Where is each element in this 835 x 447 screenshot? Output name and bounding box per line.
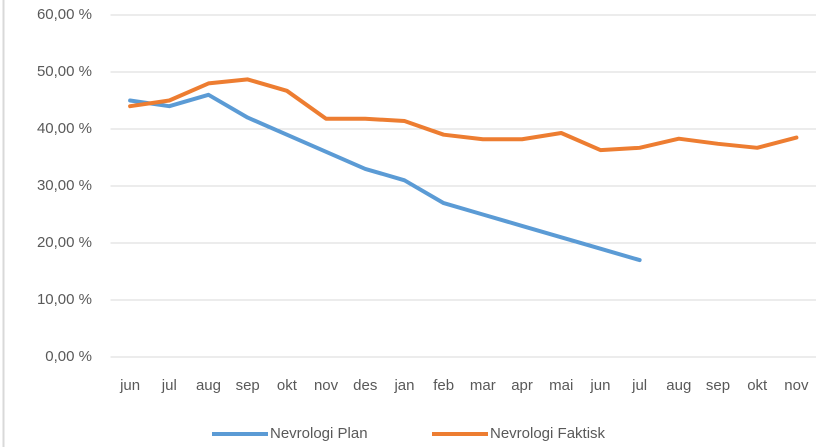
x-tick-label: jan (393, 377, 414, 394)
x-tick-label: nov (784, 377, 809, 394)
x-tick-label: jul (161, 377, 177, 394)
x-tick-label: aug (666, 377, 691, 394)
series-line (128, 92, 642, 263)
x-tick-label: sep (236, 377, 260, 394)
x-tick-label: nov (314, 377, 339, 394)
x-tick-label: des (353, 377, 377, 394)
x-tick-label: okt (747, 377, 768, 394)
y-tick-label: 10,00 % (37, 291, 92, 308)
y-tick-label: 20,00 % (37, 234, 92, 251)
x-tick-label: jul (631, 377, 647, 394)
y-tick-label: 30,00 % (37, 177, 92, 194)
x-tick-label: mai (549, 377, 573, 394)
y-tick-label: 50,00 % (37, 63, 92, 80)
x-tick-label: okt (277, 377, 298, 394)
x-tick-label: feb (433, 377, 454, 394)
y-tick-label: 0,00 % (45, 348, 92, 365)
x-tick-label: jun (589, 377, 610, 394)
x-tick-label: apr (511, 377, 533, 394)
x-tick-label: mar (470, 377, 496, 394)
legend-label: Nevrologi Plan (270, 425, 368, 442)
x-tick-label: jun (119, 377, 140, 394)
y-tick-label: 60,00 % (37, 6, 92, 23)
x-tick-label: aug (196, 377, 221, 394)
x-tick-label: sep (706, 377, 730, 394)
series-line (128, 77, 799, 153)
y-tick-label: 40,00 % (37, 120, 92, 137)
legend-label: Nevrologi Faktisk (490, 425, 606, 442)
